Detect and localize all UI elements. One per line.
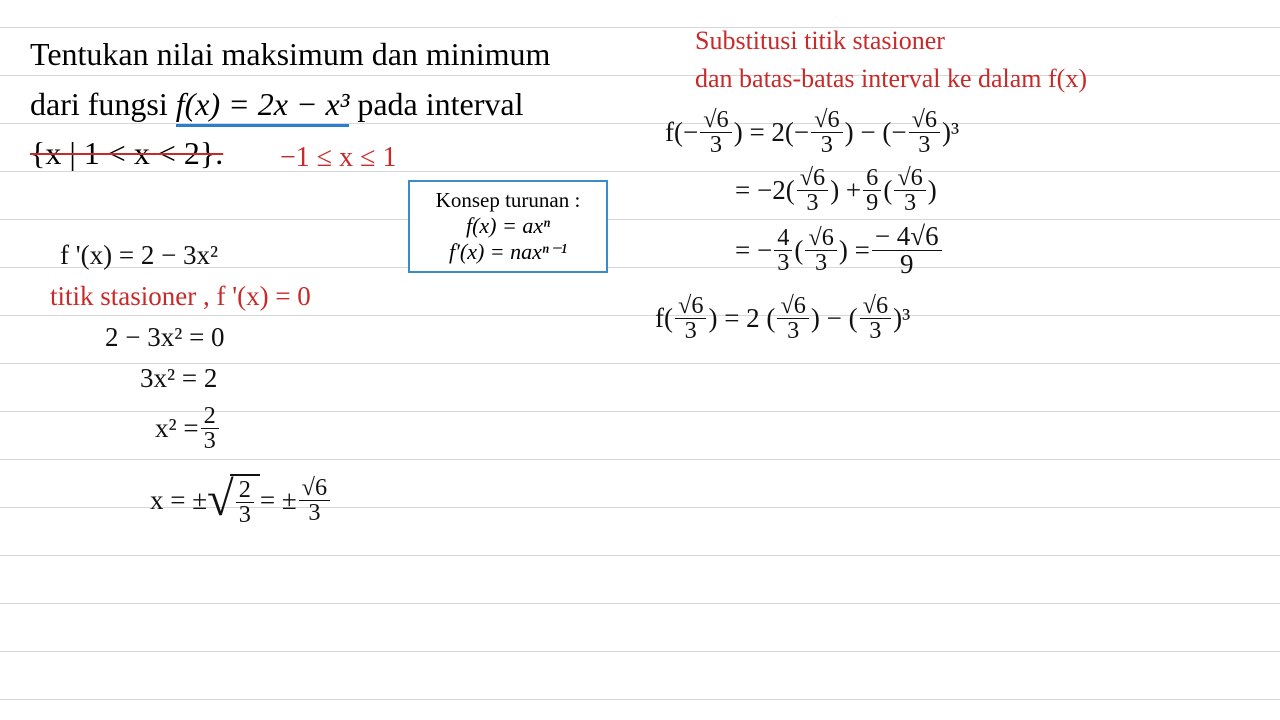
concept-line1: f(x) = axⁿ <box>414 213 602 239</box>
right-notes: Substitusi titik stasioner dan batas-bat… <box>695 22 1087 97</box>
eq2: 3x² = 2 <box>140 363 332 394</box>
concept-title: Konsep turunan : <box>414 188 602 213</box>
problem-line2: dari fungsi f(x) = 2x − x³ pada interval <box>30 80 650 130</box>
left-work: f '(x) = 2 − 3x² titik stasioner , f '(x… <box>60 240 332 537</box>
calc-line4: f( √63 ) = 2 ( √63 ) − ( √63 )³ <box>655 294 959 344</box>
note-line2: dan batas-batas interval ke dalam f(x) <box>695 60 1087 98</box>
struck-interval: {x | 1 < x < 2}. <box>30 135 223 171</box>
eq4: x = ± √ 2 3 = ± √6 3 <box>150 474 332 528</box>
right-work: f(− √63 ) = 2(− √63 ) − (− √63 )³ = −2( … <box>665 108 959 352</box>
concept-box: Konsep turunan : f(x) = axⁿ f′(x) = naxⁿ… <box>408 180 608 273</box>
calc-line1: f(− √63 ) = 2(− √63 ) − (− √63 )³ <box>665 108 959 158</box>
eq1: 2 − 3x² = 0 <box>105 322 332 353</box>
problem-line1: Tentukan nilai maksimum dan minimum <box>30 30 650 80</box>
stationary-label: titik stasioner , f '(x) = 0 <box>50 281 332 312</box>
concept-line2: f′(x) = naxⁿ⁻¹ <box>414 239 602 265</box>
derivative: f '(x) = 2 − 3x² <box>60 240 332 271</box>
calc-line2: = −2( √63 ) + 69 ( √63 ) <box>735 166 959 216</box>
eq3: x² = 2 3 <box>155 404 332 454</box>
interval-correction: −1 ≤ x ≤ 1 <box>280 142 397 174</box>
function-expression: f(x) = 2x − x³ <box>176 86 350 127</box>
calc-line3: = − 43 ( √63 ) = − 4√69 <box>735 223 959 278</box>
note-line1: Substitusi titik stasioner <box>695 22 1087 60</box>
